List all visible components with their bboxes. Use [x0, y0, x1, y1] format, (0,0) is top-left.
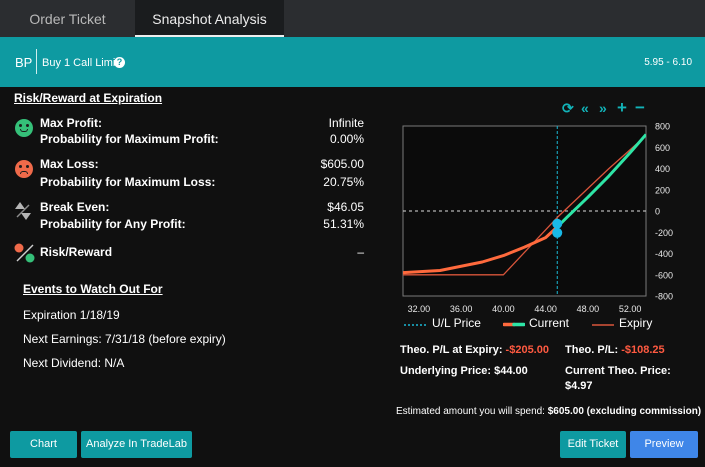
x-tick-label: 52.00: [619, 304, 642, 314]
info-icon[interactable]: ?: [114, 57, 125, 68]
x-tick-label: 36.00: [450, 304, 473, 314]
break-even-icon: [15, 202, 31, 220]
pan-left-icon[interactable]: «: [581, 100, 589, 116]
edit-ticket-button[interactable]: Edit Ticket: [560, 431, 626, 458]
profit-loss-chart[interactable]: 800 600 400 200 0 -200 -400 -600 -800 32.00 36.00…: [400, 122, 695, 334]
y-tick-label: -400: [655, 249, 673, 259]
estimated-spend-label: Estimated amount you will spend:: [396, 406, 548, 417]
expiration-text: Expiration 1/18/19: [23, 308, 120, 322]
tab-bar: Order Ticket Snapshot Analysis: [0, 0, 705, 37]
smiley-happy-icon: [15, 119, 33, 137]
events-title: Events to Watch Out For: [23, 282, 163, 296]
estimated-spend-amount: $605.00 (excluding commission): [547, 406, 702, 417]
x-tick-label: 44.00: [534, 304, 557, 314]
expiry-legend-swatch: [592, 324, 614, 326]
zoom-out-icon[interactable]: −: [635, 98, 645, 117]
prob-any-profit-value: 51.31%: [323, 217, 364, 231]
prob-max-profit-label: Probability for Maximum Profit:: [40, 132, 219, 146]
risk-reward-icon: [14, 243, 35, 263]
preview-button[interactable]: Preview: [630, 431, 698, 458]
prob-max-loss-value: 20.75%: [323, 175, 364, 189]
x-tick-label: 48.00: [577, 304, 600, 314]
y-tick-label: -200: [655, 228, 673, 238]
order-header: BP Buy 1 Call Limit ? 5.95 - 6.10: [0, 37, 705, 87]
current-theo-price-value: $4.97: [565, 380, 593, 392]
y-tick-label: 600: [655, 143, 670, 153]
price-marker: [552, 227, 563, 238]
max-loss-value: $605.00: [320, 157, 364, 171]
expiry-legend: Expiry: [619, 316, 653, 330]
y-tick-label: 0: [655, 207, 660, 217]
estimated-spend: Estimated amount you will spend: $605.00…: [396, 406, 701, 417]
next-dividend-text: Next Dividend: N/A: [23, 356, 125, 370]
max-profit-label: Max Profit:: [40, 116, 103, 130]
prob-max-profit-row: Probability for Maximum Profit: 0.00%: [40, 132, 364, 146]
max-profit-value: Infinite: [328, 116, 364, 130]
max-loss-row: Max Loss: $605.00: [40, 157, 364, 171]
prob-any-profit-row: Probability for Any Profit: 51.31%: [40, 217, 364, 231]
price-marker: [552, 218, 563, 229]
prob-max-profit-value: 0.00%: [329, 132, 364, 146]
break-even-label: Break Even:: [40, 200, 110, 214]
bid-ask-range: 5.95 - 6.10: [644, 57, 692, 68]
analyze-tradelab-button[interactable]: Analyze In TradeLab: [81, 431, 192, 458]
order-description: Buy 1 Call Limit: [42, 57, 119, 69]
y-tick-label: -800: [655, 292, 673, 302]
header-divider: [36, 49, 37, 74]
max-profit-row: Max Profit: Infinite: [40, 116, 364, 130]
y-tick-label: -600: [655, 270, 673, 280]
tab-order-ticket[interactable]: Order Ticket: [29, 11, 106, 27]
prob-any-profit-label: Probability for Any Profit:: [40, 217, 186, 231]
smiley-sad-icon: [15, 160, 33, 178]
pan-right-icon[interactable]: »: [599, 100, 607, 116]
chart-controls: ⟳ « » + −: [560, 98, 650, 117]
next-earnings-text: Next Earnings: 7/31/18 (before expiry): [23, 332, 226, 346]
break-even-value: $46.05: [327, 200, 364, 214]
series-line-current: [556, 133, 646, 228]
y-tick-label: 400: [655, 164, 670, 174]
prob-max-loss-row: Probability for Maximum Loss: 20.75%: [40, 175, 364, 189]
y-tick-label: 200: [655, 185, 670, 195]
risk-reward-title: Risk/Reward at Expiration: [14, 91, 163, 105]
theo-pl-expiry-label: Theo. P/L at Expiry:: [400, 344, 506, 356]
risk-reward-label: Risk/Reward: [40, 245, 113, 259]
theo-pl-value: -$108.25: [621, 344, 665, 356]
series-line-expiry: [403, 135, 646, 276]
series-line-current: [403, 225, 559, 275]
tab-snapshot-analysis[interactable]: Snapshot Analysis: [135, 0, 284, 37]
theo-pl-label: Theo. P/L:: [565, 344, 622, 356]
ul-price-legend-swatch: [404, 324, 426, 326]
current-legend-swatch: [503, 322, 525, 327]
theo-pl-expiry: Theo. P/L at Expiry: -$205.00: [400, 344, 549, 356]
zoom-in-icon[interactable]: +: [617, 98, 627, 117]
risk-reward-row: Risk/Reward –: [40, 245, 364, 259]
break-even-row: Break Even: $46.05: [40, 200, 364, 214]
prob-max-loss-label: Probability for Maximum Loss:: [40, 175, 216, 189]
refresh-icon[interactable]: ⟳: [562, 100, 574, 116]
x-tick-label: 40.00: [492, 304, 515, 314]
ul-price-legend: U/L Price: [432, 316, 481, 330]
risk-reward-value: –: [357, 245, 364, 259]
underlying-price: Underlying Price: $44.00: [400, 365, 528, 377]
theo-pl: Theo. P/L: -$108.25: [565, 344, 665, 356]
chart-button[interactable]: Chart: [10, 431, 77, 458]
x-tick-label: 32.00: [408, 304, 431, 314]
y-tick-label: 800: [655, 122, 670, 132]
current-theo-price-label: Current Theo. Price:: [565, 365, 671, 377]
max-loss-label: Max Loss:: [40, 157, 99, 171]
symbol: BP: [15, 55, 33, 70]
theo-pl-expiry-value: -$205.00: [505, 344, 549, 356]
current-legend: Current: [529, 316, 570, 330]
